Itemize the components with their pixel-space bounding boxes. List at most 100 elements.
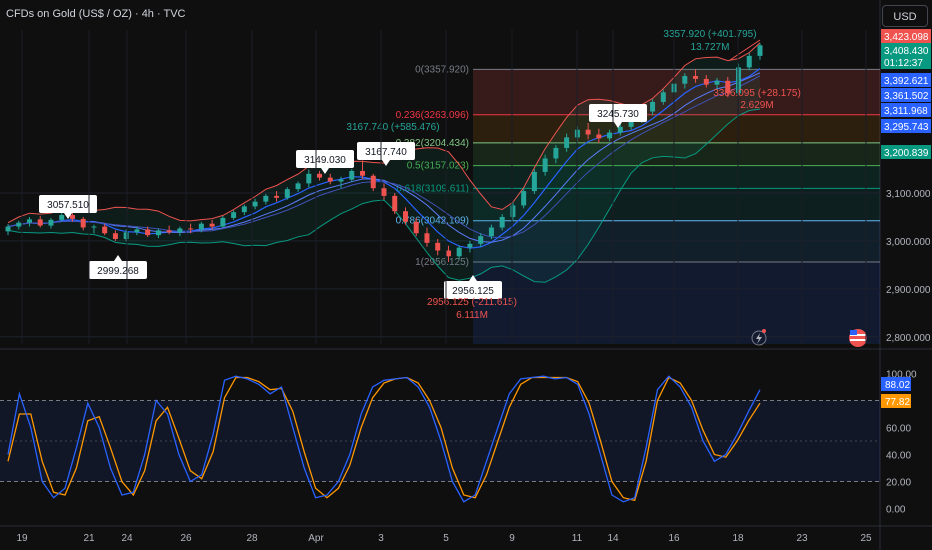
candle-body bbox=[91, 226, 97, 228]
candle-body bbox=[360, 170, 366, 176]
candle bbox=[381, 183, 387, 200]
chart-annotation: 13.727M bbox=[691, 42, 730, 53]
candle-body bbox=[617, 126, 623, 133]
candle-body bbox=[736, 67, 742, 94]
candle-body bbox=[521, 191, 527, 206]
price-tag-box bbox=[881, 119, 931, 133]
candle-body bbox=[102, 226, 108, 234]
fib-level-label: 0.786(3042.109) bbox=[396, 216, 469, 227]
candle-body bbox=[123, 232, 129, 240]
stoch-k-value: 88.02 bbox=[885, 380, 910, 391]
candle-body bbox=[499, 216, 505, 228]
price-callout: 3057.510 bbox=[39, 195, 97, 219]
callout-box bbox=[296, 150, 354, 168]
candle bbox=[736, 63, 742, 96]
time-tick-label: 23 bbox=[796, 533, 808, 544]
measure-line bbox=[729, 39, 761, 61]
price-tag-label: 3,295.743 bbox=[884, 122, 929, 133]
candle-body bbox=[188, 228, 194, 230]
candle bbox=[26, 216, 32, 227]
price-callout: 2999.268 bbox=[89, 255, 147, 279]
candle-body bbox=[628, 120, 634, 127]
callout-box bbox=[39, 195, 97, 213]
stoch-k-box bbox=[881, 377, 911, 391]
candle-body bbox=[263, 195, 269, 202]
time-tick-label: 11 bbox=[572, 533, 583, 544]
chart-annotation: 2956.125 (-211.615) bbox=[427, 297, 517, 308]
price-tag-label: 3,311.968 bbox=[884, 106, 928, 117]
currency-button[interactable]: USD bbox=[882, 5, 928, 27]
fib-level-label: 0(3357.920) bbox=[415, 64, 469, 75]
candle bbox=[553, 145, 559, 164]
price-tag: 3,311.968 bbox=[881, 103, 931, 117]
time-tick-label: 28 bbox=[246, 533, 258, 544]
price-tag-box bbox=[881, 88, 931, 102]
candle bbox=[521, 188, 527, 209]
candle-body bbox=[478, 236, 484, 244]
candle bbox=[155, 228, 161, 239]
candle-body bbox=[317, 173, 323, 178]
candle-body bbox=[370, 175, 376, 189]
price-tag: 3,423.098 bbox=[881, 29, 931, 43]
price-tag-label: 01:12:37 bbox=[884, 58, 923, 69]
price-tag: 3,408.430 bbox=[881, 43, 931, 57]
callout-pointer bbox=[382, 160, 390, 166]
candle-body bbox=[338, 179, 344, 182]
stoch-k-tag: 88.02 bbox=[881, 377, 911, 391]
candle bbox=[392, 192, 398, 215]
candle bbox=[231, 210, 237, 220]
candle bbox=[37, 216, 43, 228]
flash-icon bbox=[751, 330, 767, 346]
candle-body bbox=[488, 227, 494, 237]
candle bbox=[478, 233, 484, 247]
candle bbox=[435, 239, 441, 256]
flag-icon-stripe bbox=[850, 339, 866, 341]
callout-label: 3167.740 bbox=[365, 147, 407, 158]
candle bbox=[424, 227, 430, 247]
flash-icon-ring bbox=[751, 330, 767, 346]
price-tag: 3,392.621 bbox=[881, 73, 931, 87]
candle-body bbox=[542, 158, 548, 172]
candle-body bbox=[177, 228, 183, 233]
flag-icon-canton bbox=[850, 330, 857, 335]
candle bbox=[274, 191, 280, 202]
price-tag-label: 3,200.839 bbox=[884, 148, 929, 159]
candle bbox=[542, 154, 548, 176]
callout-pointer bbox=[321, 168, 329, 174]
candle-body bbox=[5, 226, 11, 232]
candle-body bbox=[607, 132, 613, 139]
candle-body bbox=[220, 217, 226, 227]
callout-pointer bbox=[469, 275, 477, 281]
time-tick-label: 14 bbox=[607, 533, 619, 544]
price-tag: 3,361.502 bbox=[881, 88, 931, 102]
candle bbox=[59, 213, 65, 222]
candle-body bbox=[564, 137, 570, 148]
callout-label: 2956.125 bbox=[452, 286, 494, 297]
bollinger-band-fill bbox=[8, 42, 760, 283]
price-tag-label: 3,392.621 bbox=[884, 76, 929, 87]
chart-annotation: 3357.920 (+401.795) bbox=[663, 29, 756, 40]
candle-body bbox=[145, 229, 151, 236]
candle bbox=[531, 169, 537, 194]
candle-body bbox=[155, 230, 161, 236]
chart-annotation: 3167.740 (+585.476) bbox=[346, 122, 439, 133]
candle-body bbox=[80, 218, 86, 228]
fib-level-label: 0.236(3263.096) bbox=[396, 110, 469, 121]
stoch-d-tag: 77.82 bbox=[881, 394, 911, 408]
fib-level-label: 0.618(3109.611) bbox=[396, 183, 469, 194]
candle-body bbox=[198, 223, 204, 230]
candle bbox=[177, 226, 183, 237]
candle bbox=[564, 133, 570, 152]
candle bbox=[660, 89, 666, 105]
candle bbox=[69, 213, 75, 222]
candle-body bbox=[295, 183, 301, 190]
candle bbox=[402, 207, 408, 225]
lower-band-line bbox=[7, 108, 761, 283]
candle-body bbox=[231, 212, 237, 218]
candle bbox=[123, 229, 129, 242]
candle-body bbox=[531, 171, 537, 192]
price-tag-label: 3,423.098 bbox=[884, 32, 929, 43]
callout-label: 3057.510 bbox=[47, 200, 89, 211]
candle bbox=[327, 173, 333, 185]
